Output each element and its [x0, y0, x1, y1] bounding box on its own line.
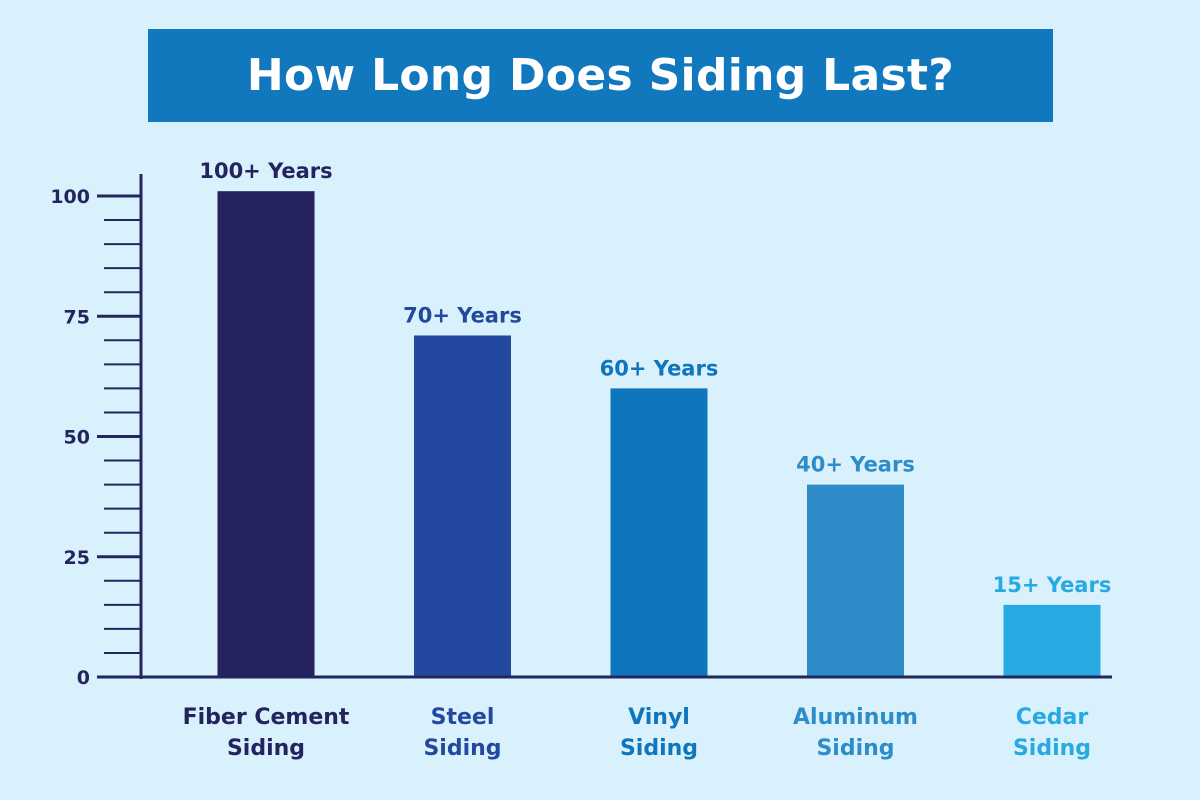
category-label: Aluminum [793, 705, 918, 730]
chart-axes [97, 174, 1112, 679]
data-label: 60+ Years [600, 356, 719, 380]
y-tick-label: 0 [77, 667, 90, 689]
data-label: 70+ Years [403, 303, 522, 327]
y-tick-label: 25 [64, 547, 90, 569]
data-label: 100+ Years [199, 159, 332, 183]
chart-labels: 0 25 50 75 100 100+ Years Fiber Cement Siding 70… [50, 159, 1111, 761]
category-label: Siding [620, 736, 698, 761]
title-banner: How Long Does Siding Last? [148, 29, 1053, 122]
category-label: Siding [423, 736, 501, 761]
bar [610, 388, 708, 676]
y-tick-label: 50 [64, 427, 90, 449]
category-label: Vinyl [628, 705, 690, 730]
category-label: Steel [431, 705, 495, 730]
bar [807, 484, 904, 676]
data-label: 40+ Years [796, 453, 915, 477]
bar [1003, 604, 1101, 676]
category-label: Siding [816, 736, 894, 761]
category-label: Siding [1013, 736, 1091, 761]
chart-title: How Long Does Siding Last? [246, 50, 955, 101]
chart-bars [217, 191, 1101, 676]
data-label: 15+ Years [993, 573, 1112, 597]
y-tick-label: 75 [64, 306, 90, 328]
bar [217, 191, 315, 676]
category-label: Cedar [1016, 705, 1089, 730]
bar [414, 335, 511, 676]
category-label: Fiber Cement [183, 705, 350, 730]
y-tick-label: 100 [50, 186, 90, 208]
category-label: Siding [227, 736, 305, 761]
